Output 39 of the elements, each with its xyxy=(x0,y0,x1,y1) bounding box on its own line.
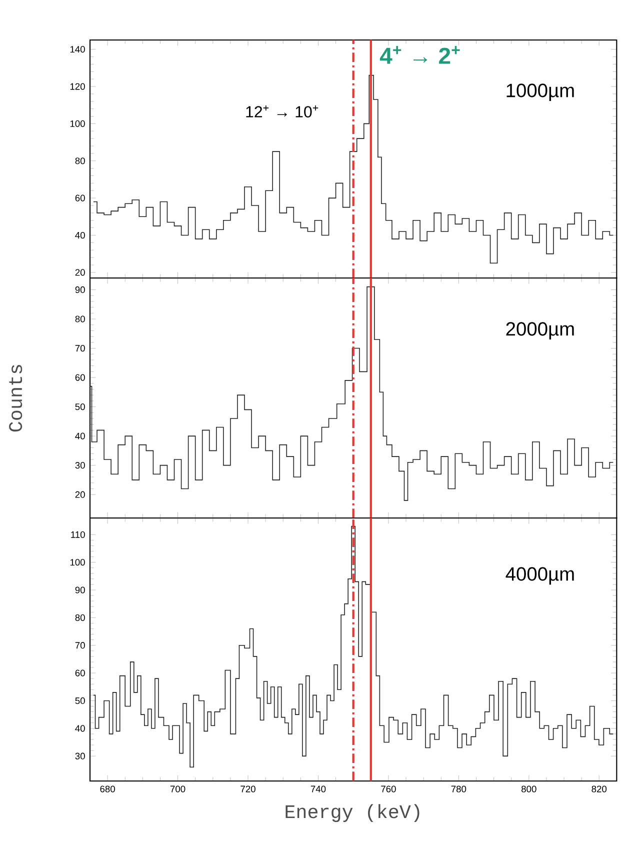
y-tick-label: 20 xyxy=(75,269,85,276)
y-tick-label: 50 xyxy=(75,403,85,410)
y-tick-label: 140 xyxy=(70,46,85,53)
y-tick-label: 80 xyxy=(75,158,85,164)
y-tick-label: 90 xyxy=(75,586,85,594)
y-tick-label: 80 xyxy=(75,614,85,621)
y-tick-label: 80 xyxy=(75,316,85,322)
y-tick-label: 70 xyxy=(75,344,85,352)
y-tick-label: 110 xyxy=(71,531,85,538)
y-tick-label: 60 xyxy=(75,670,85,676)
annotation: 1000µm xyxy=(506,84,574,102)
y-tick-label: 40 xyxy=(75,232,85,239)
y-tick-label: 40 xyxy=(75,432,85,440)
annotation: 2000µm xyxy=(506,322,574,340)
y-tick-label: 30 xyxy=(75,752,85,760)
annotation: 4000µm xyxy=(506,567,574,585)
x-tick-label: 760 xyxy=(381,786,396,792)
x-tick-label: 820 xyxy=(592,786,607,792)
ref-line-label: 4$^{+}$ → 2$^{+}$ xyxy=(380,46,460,64)
y-tick-label: 30 xyxy=(75,462,85,469)
y-tick-label: 60 xyxy=(75,374,85,381)
x-tick-label: 720 xyxy=(240,786,256,792)
y-axis-title: Counts xyxy=(9,365,22,432)
y-tick-label: 40 xyxy=(75,725,85,732)
y-tick-label: 120 xyxy=(70,83,85,90)
y-tick-label: 60 xyxy=(75,194,85,202)
x-tick-label: 800 xyxy=(522,786,536,792)
y-tick-label: 100 xyxy=(70,559,85,566)
x-tick-label: 680 xyxy=(100,786,115,792)
x-tick-label: 740 xyxy=(310,786,326,792)
y-tick-label: 50 xyxy=(75,697,85,704)
x-tick-label: 700 xyxy=(170,786,186,792)
x-tick-label: 780 xyxy=(451,786,466,792)
y-tick-label: 90 xyxy=(75,286,85,294)
ref-line-label: 12$^{+}$ → 10$^{+}$ xyxy=(246,105,318,118)
y-tick-label: 70 xyxy=(75,642,85,649)
y-tick-label: 100 xyxy=(70,120,85,127)
x-axis-title: Energy (keV) xyxy=(286,804,420,822)
y-tick-label: 20 xyxy=(75,491,85,498)
